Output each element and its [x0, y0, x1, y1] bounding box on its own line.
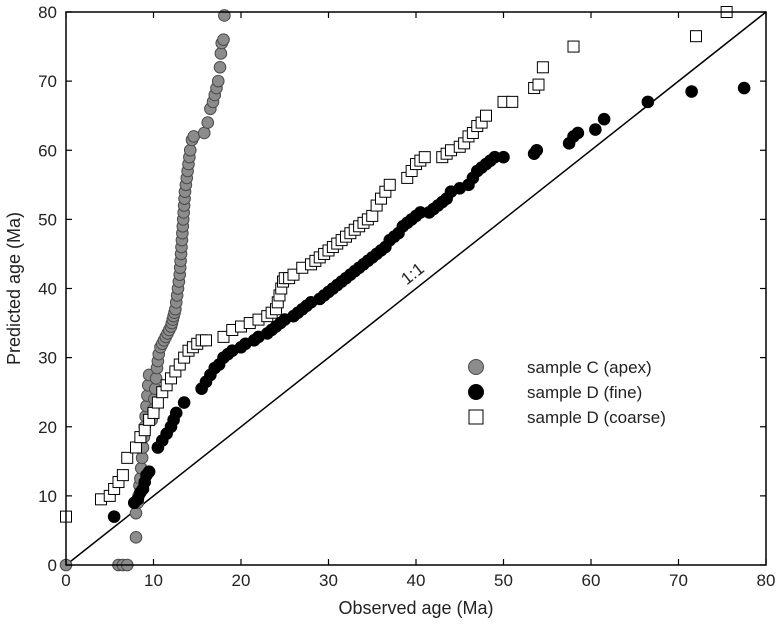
legend-label: sample D (coarse): [527, 408, 666, 427]
data-point: [217, 330, 230, 343]
y-tick-label: 30: [38, 349, 57, 368]
y-axis-title: Predicted age (Ma): [4, 212, 24, 365]
data-point: [217, 33, 230, 46]
data-point: [151, 396, 164, 409]
data-point: [177, 396, 191, 409]
data-point: [536, 61, 549, 74]
y-tick-label: 20: [38, 418, 57, 437]
one-to-one-line: [65, 11, 767, 566]
one-to-one-label: 1:1: [397, 259, 427, 289]
data-point: [506, 95, 519, 108]
reference-line-group: 1:1: [65, 11, 767, 566]
x-axis-title: Observed age (Ma): [338, 598, 493, 618]
data-point: [197, 126, 211, 140]
x-tick-label: 40: [407, 571, 426, 590]
data-point: [366, 209, 379, 222]
y-tick-label: 10: [38, 487, 57, 506]
data-point: [138, 424, 151, 437]
data-point: [383, 178, 396, 191]
series-1: [107, 81, 751, 523]
data-point: [497, 150, 510, 164]
y-tick-label: 50: [38, 210, 57, 229]
x-tick-label: 60: [582, 571, 601, 590]
tick-layer: 0 10 20 30 40 50 60 70 80 0 10 20 30 40 50 60 70 80: [38, 3, 775, 590]
y-tick-label: 70: [38, 72, 57, 91]
data-point: [129, 506, 143, 520]
data-point: [214, 47, 228, 60]
y-tick-label: 0: [48, 556, 57, 575]
data-point: [567, 40, 580, 53]
data-point: [121, 451, 134, 464]
y-tick-label: 80: [38, 3, 57, 22]
legend: sample C (apex) sample D (fine) sample D (…: [468, 358, 666, 427]
data-point: [213, 61, 227, 74]
series-layer: [59, 6, 751, 572]
data-point: [530, 143, 544, 157]
data-point: [571, 126, 585, 140]
data-point: [129, 531, 143, 544]
y-tick-label: 60: [38, 141, 57, 160]
data-point: [597, 112, 611, 126]
x-tick-label: 20: [232, 571, 251, 590]
x-tick-label: 10: [144, 571, 163, 590]
data-point: [142, 465, 156, 478]
data-point: [418, 151, 431, 164]
data-point: [737, 81, 751, 95]
legend-label: sample D (fine): [527, 383, 642, 402]
data-point: [480, 109, 492, 122]
x-tick-label: 80: [757, 571, 776, 590]
x-tick-label: 0: [61, 571, 70, 590]
data-point: [690, 30, 702, 43]
legend-marker: [468, 409, 484, 425]
legend-marker: [468, 384, 484, 400]
data-point: [149, 372, 163, 385]
data-point: [107, 510, 121, 523]
data-point: [135, 451, 149, 465]
x-tick-label: 70: [669, 571, 688, 590]
data-point: [187, 130, 201, 143]
legend-marker: [468, 359, 484, 375]
data-point: [183, 143, 197, 157]
x-tick-label: 50: [494, 571, 513, 590]
data-point: [169, 406, 183, 420]
data-point: [116, 469, 129, 482]
data-point: [532, 78, 545, 91]
y-tick-label: 40: [38, 280, 57, 299]
data-point: [201, 116, 215, 129]
data-point: [685, 85, 698, 98]
data-point: [200, 334, 212, 347]
data-point: [211, 74, 225, 88]
data-point: [130, 441, 142, 454]
data-point: [589, 123, 602, 136]
legend-label: sample C (apex): [527, 358, 652, 377]
data-point: [287, 268, 300, 281]
x-tick-label: 30: [319, 571, 338, 590]
data-point: [147, 406, 160, 419]
data-point: [641, 95, 655, 109]
